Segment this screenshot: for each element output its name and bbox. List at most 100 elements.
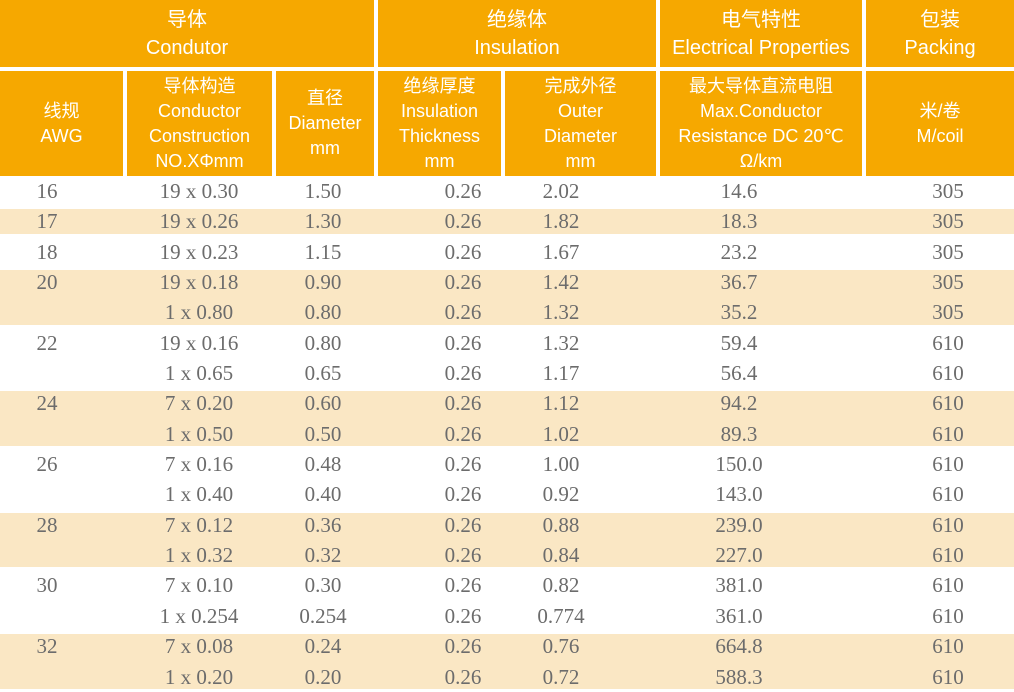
- table-row: 22 19 x 0.16 0.80 0.26 1.32 59.4 610: [0, 328, 1014, 358]
- table-row: 1 x 0.20 0.20 0.26 0.72 588.3 610: [0, 662, 1014, 692]
- table-cell-construction: 1 x 0.32: [164, 543, 234, 568]
- table-cell-outer_diameter_mm: 1.02: [542, 421, 580, 446]
- table-row: 30 7 x 0.10 0.30 0.26 0.82 381.0 610: [0, 570, 1014, 600]
- table-cell-outer_diameter_mm: 1.00: [542, 452, 580, 477]
- table-cell-max_resistance_ohm_km: 361.0: [715, 603, 763, 628]
- table-cell-construction: 7 x 0.16: [164, 452, 234, 477]
- table-cell-construction: 1 x 0.20: [164, 664, 234, 689]
- table-cell-diameter_mm: 0.254: [299, 603, 347, 628]
- col-header-insulation-thickness: 绝缘厚度 Insulation Thickness mm: [378, 71, 501, 176]
- table-cell-insulation_thickness_mm: 0.26: [444, 209, 482, 234]
- table-cell-outer_diameter_mm: 1.32: [542, 330, 580, 355]
- awg-group-28: 28 7 x 0.12 0.36 0.26 0.88 239.0 610 1 x 0.32 0.…: [0, 509, 1014, 571]
- table-cell-diameter_mm: 0.80: [304, 330, 342, 355]
- table-cell-diameter_mm: 0.36: [304, 512, 342, 537]
- table-cell-insulation_thickness_mm: 0.26: [444, 179, 482, 203]
- table-cell-outer_diameter_mm: 1.12: [542, 391, 580, 416]
- table-cell-outer_diameter_mm: 1.42: [542, 270, 580, 295]
- table-cell-m_per_coil: 610: [932, 664, 964, 689]
- table-row: 20 19 x 0.18 0.90 0.26 1.42 36.7 305: [0, 267, 1014, 297]
- table-cell-insulation_thickness_mm: 0.26: [444, 330, 482, 355]
- table-cell-construction: 1 x 0.50: [164, 421, 234, 446]
- table-cell-insulation_thickness_mm: 0.26: [444, 270, 482, 295]
- table-cell-insulation_thickness_mm: 0.26: [444, 543, 482, 568]
- table-cell-diameter_mm: 0.80: [304, 300, 342, 325]
- table-cell-m_per_coil: 610: [932, 512, 964, 537]
- awg-group-16: 16 19 x 0.30 1.50 0.26 2.02 14.6 305: [0, 176, 1014, 206]
- table-cell-max_resistance_ohm_km: 381.0: [715, 573, 763, 598]
- table-cell-outer_diameter_mm: 0.72: [542, 664, 580, 689]
- table-cell-diameter_mm: 1.30: [304, 209, 342, 234]
- table-cell-construction: 19 x 0.26: [159, 209, 239, 234]
- table-cell-insulation_thickness_mm: 0.26: [444, 300, 482, 325]
- table-row: 1 x 0.32 0.32 0.26 0.84 227.0 610: [0, 540, 1014, 570]
- table-cell-outer_diameter_mm: 1.17: [542, 361, 580, 386]
- table-cell-outer_diameter_mm: 1.32: [542, 300, 580, 325]
- table-cell-m_per_coil: 610: [932, 361, 964, 386]
- table-row: 28 7 x 0.12 0.36 0.26 0.88 239.0 610: [0, 510, 1014, 540]
- table-row: 17 19 x 0.26 1.30 0.26 1.82 18.3 305: [0, 206, 1014, 236]
- table-cell-m_per_coil: 610: [932, 452, 964, 477]
- awg-group-22: 22 19 x 0.16 0.80 0.26 1.32 59.4 610 1 x 0.65 0.…: [0, 328, 1014, 389]
- table-cell-diameter_mm: 0.20: [304, 664, 342, 689]
- table-cell-awg: 18: [36, 239, 58, 264]
- table-cell-construction: 19 x 0.18: [159, 270, 239, 295]
- table-row: 24 7 x 0.20 0.60 0.26 1.12 94.2 610: [0, 388, 1014, 418]
- table-cell-construction: 1 x 0.254: [159, 603, 239, 628]
- table-cell-awg: 26: [36, 452, 58, 477]
- table-cell-insulation_thickness_mm: 0.26: [444, 391, 482, 416]
- table-cell-outer_diameter_mm: 0.82: [542, 573, 580, 598]
- table-cell-outer_diameter_mm: 0.76: [542, 634, 580, 659]
- table-cell-m_per_coil: 305: [932, 179, 964, 203]
- table-cell-m_per_coil: 610: [932, 573, 964, 598]
- table-cell-diameter_mm: 0.32: [304, 543, 342, 568]
- table-row: 16 19 x 0.30 1.50 0.26 2.02 14.6 305: [0, 176, 1014, 206]
- table-cell-insulation_thickness_mm: 0.26: [444, 603, 482, 628]
- header-group-row: 导体 Condutor 绝缘体 Insulation 电气特性 Electric…: [0, 0, 1014, 67]
- table-cell-m_per_coil: 610: [932, 391, 964, 416]
- table-cell-max_resistance_ohm_km: 23.2: [720, 239, 758, 264]
- table-cell-m_per_coil: 610: [932, 330, 964, 355]
- table-cell-outer_diameter_mm: 0.84: [542, 543, 580, 568]
- table-cell-m_per_coil: 610: [932, 421, 964, 446]
- table-cell-diameter_mm: 0.24: [304, 634, 342, 659]
- table-cell-outer_diameter_mm: 1.82: [542, 209, 580, 234]
- table-cell-m_per_coil: 610: [932, 603, 964, 628]
- table-cell-m_per_coil: 610: [932, 634, 964, 659]
- table-cell-diameter_mm: 0.65: [304, 361, 342, 386]
- table-cell-m_per_coil: 305: [932, 239, 964, 264]
- table-cell-awg: 20: [36, 270, 58, 295]
- table-cell-insulation_thickness_mm: 0.26: [444, 239, 482, 264]
- table-cell-awg: 24: [36, 391, 58, 416]
- table-cell-outer_diameter_mm: 0.774: [537, 603, 585, 628]
- col-header-m-coil: 米/卷 M/coil: [866, 71, 1014, 176]
- table-cell-diameter_mm: 0.60: [304, 391, 342, 416]
- table-cell-max_resistance_ohm_km: 18.3: [720, 209, 758, 234]
- table-cell-insulation_thickness_mm: 0.26: [444, 421, 482, 446]
- table-cell-insulation_thickness_mm: 0.26: [444, 361, 482, 386]
- table-cell-max_resistance_ohm_km: 36.7: [720, 270, 758, 295]
- table-cell-outer_diameter_mm: 1.67: [542, 239, 580, 264]
- table-cell-construction: 7 x 0.08: [164, 634, 234, 659]
- table-cell-max_resistance_ohm_km: 59.4: [720, 330, 758, 355]
- table-cell-awg: 30: [36, 573, 58, 598]
- table-cell-construction: 19 x 0.30: [159, 179, 239, 203]
- table-cell-m_per_coil: 305: [932, 209, 964, 234]
- table-cell-construction: 1 x 0.40: [164, 482, 234, 507]
- table-cell-max_resistance_ohm_km: 35.2: [720, 300, 758, 325]
- table-cell-m_per_coil: 305: [932, 270, 964, 295]
- table-cell-m_per_coil: 610: [932, 543, 964, 568]
- awg-group-17: 17 19 x 0.26 1.30 0.26 1.82 18.3 305: [0, 206, 1014, 237]
- table-cell-construction: 19 x 0.23: [159, 239, 239, 264]
- table-cell-m_per_coil: 305: [932, 300, 964, 325]
- awg-group-32: 32 7 x 0.08 0.24 0.26 0.76 664.8 610 1 x 0.20 0.…: [0, 631, 1014, 692]
- header-group-insulation: 绝缘体 Insulation: [378, 0, 656, 67]
- table-cell-construction: 7 x 0.20: [164, 391, 234, 416]
- table-cell-max_resistance_ohm_km: 89.3: [720, 421, 758, 446]
- header-group-conductor: 导体 Condutor: [0, 0, 374, 67]
- table-row: 1 x 0.80 0.80 0.26 1.32 35.2 305: [0, 297, 1014, 327]
- awg-group-24: 24 7 x 0.20 0.60 0.26 1.12 94.2 610 1 x 0.50 0.5…: [0, 388, 1014, 450]
- header-group-electrical: 电气特性 Electrical Properties: [660, 0, 862, 67]
- table-cell-insulation_thickness_mm: 0.26: [444, 512, 482, 537]
